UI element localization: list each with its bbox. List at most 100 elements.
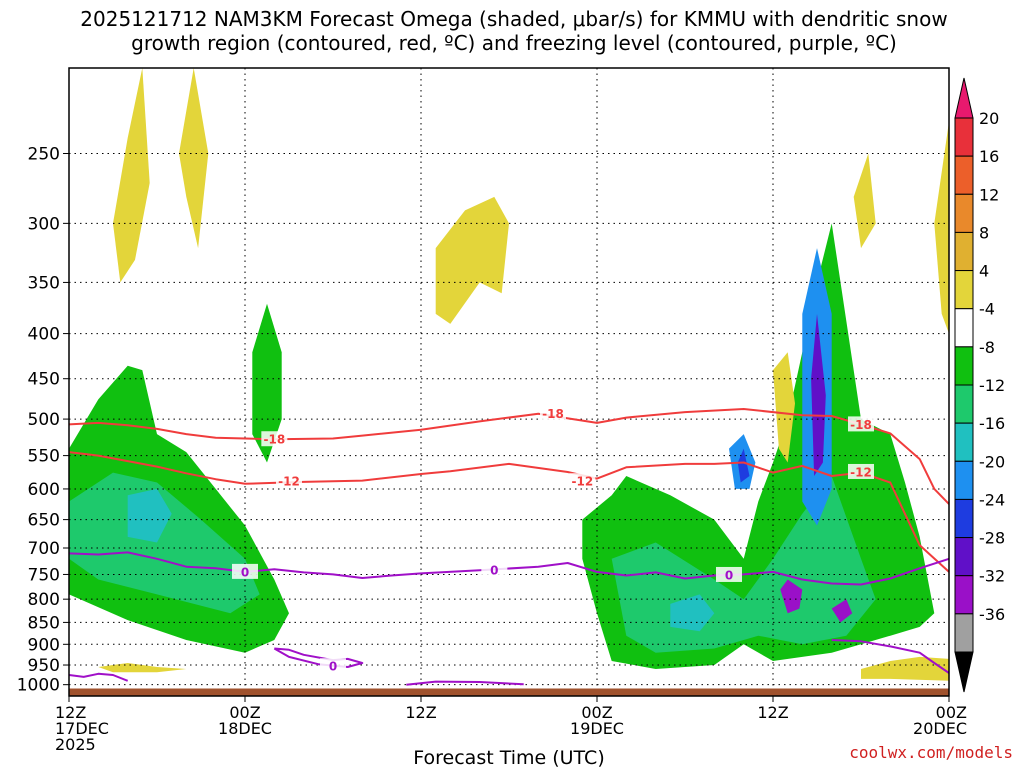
colorbar-band-14	[954, 613, 974, 653]
colorbar-label-13: -36	[979, 605, 1005, 624]
colorbar-band-13	[954, 575, 974, 615]
omega-region-18	[773, 352, 795, 463]
dgz-label-bg-1-2	[848, 463, 874, 479]
colorbar: 20 16 12 8 4 -4 -8 -12 -16 -20 -24 -28 -32 -36	[954, 77, 1005, 693]
dgz-label-bg-0-1	[540, 405, 566, 421]
colorbar-band-15	[954, 651, 974, 693]
credit-text: coolwx.com/models	[849, 743, 1013, 762]
omega-region-3	[252, 303, 282, 463]
colorbar-band-1	[954, 117, 974, 157]
colorbar-band-6	[954, 308, 974, 348]
x-tick-label-0-3: 2025	[55, 735, 96, 754]
dgz-contour-label-1-2: -12	[850, 465, 872, 479]
colorbar-band-12	[954, 537, 974, 577]
freezing-contour-3	[406, 680, 524, 686]
plot-frame	[68, 67, 950, 697]
y-tick-label-600: 600	[28, 480, 60, 500]
omega-region-2	[127, 488, 172, 543]
dgz-label-bg-0-0	[261, 431, 288, 447]
colorbar-label-4: 4	[979, 262, 989, 281]
y-tick-label-750: 750	[28, 565, 60, 585]
freezing-contour-0	[69, 551, 949, 586]
freezing-contour-2	[69, 672, 129, 682]
omega-region-12	[737, 448, 750, 483]
dgz-contour-label-1-1: -12	[571, 475, 593, 489]
freezing-contour-label-0-1: 0	[490, 563, 498, 577]
y-tick-label-500: 500	[28, 410, 60, 430]
x-tick-label-0-1: 12Z	[55, 703, 86, 722]
chart-title-line1: 2025121712 NAM3KM Forecast Omega (shaded…	[80, 7, 947, 31]
omega-region-1	[69, 472, 260, 614]
colorbar-label-3: 8	[979, 223, 989, 242]
y-tick-label-650: 650	[28, 511, 60, 531]
freezing-label-bg-0-2	[716, 566, 742, 582]
colorbar-band-8	[954, 384, 974, 424]
freezing-contour-4	[831, 639, 949, 674]
colorbar-band-3	[954, 193, 974, 233]
y-tick-label-550: 550	[28, 447, 60, 467]
plot-area: -18 -18 -18 -12 -12 -12 0 0 0 0	[69, 68, 949, 696]
y-axis-ticks: 2503003504004505005506006507007508008509…	[17, 144, 69, 696]
y-tick-label-800: 800	[28, 590, 60, 610]
omega-region-15	[435, 196, 509, 324]
y-tick-label-950: 950	[28, 656, 60, 676]
contour-layer: -18 -18 -18 -12 -12 -12 0 0 0 0	[69, 405, 949, 686]
y-tick-label-700: 700	[28, 539, 60, 559]
freezing-label-bg-0-1	[481, 561, 508, 577]
omega-region-9	[780, 579, 803, 614]
colorbar-label-0: 20	[979, 109, 999, 128]
y-tick-label-400: 400	[28, 325, 60, 345]
colorbar-label-9: -20	[979, 452, 1005, 471]
freezing-contour-label-0-2: 0	[725, 568, 733, 582]
omega-region-16	[853, 153, 876, 249]
x-tick-label-3-2: 19DEC	[570, 719, 624, 738]
colorbar-label-8: -16	[979, 414, 1005, 433]
dgz-contour-label-0-1: -18	[542, 407, 564, 421]
ground-surface	[69, 688, 949, 696]
freezing-label-bg-0-0	[232, 563, 258, 579]
x-tick-label-4-1: 12Z	[757, 703, 788, 722]
gridlines	[69, 68, 949, 696]
colorbar-band-4	[954, 231, 974, 272]
omega-region-20	[861, 656, 949, 681]
y-tick-label-250: 250	[28, 144, 60, 164]
x-tick-label-5-2: 20DEC	[913, 719, 967, 738]
y-tick-label-300: 300	[28, 214, 60, 234]
omega-region-10	[831, 599, 853, 623]
freezing-contour-label-1-0: 0	[329, 660, 337, 674]
x-axis-title: Forecast Time (UTC)	[413, 747, 604, 768]
colorbar-band-11	[954, 498, 974, 539]
y-tick-label-850: 850	[28, 613, 60, 633]
colorbar-label-6: -8	[979, 338, 995, 357]
x-tick-label-0-2: 17DEC	[55, 719, 109, 738]
dgz-contour-1	[69, 451, 949, 573]
dgz-contour-label-1-0: -12	[278, 475, 300, 489]
dgz-label-bg-0-2	[848, 416, 874, 432]
colorbar-label-1: 16	[979, 147, 999, 166]
omega-region-17	[934, 121, 949, 334]
dgz-contour-label-0-2: -18	[850, 418, 872, 432]
omega-region-19	[98, 663, 187, 673]
omega-region-8	[811, 313, 826, 476]
chart-title-line2: growth region (contoured, red, ºC) and f…	[131, 31, 897, 55]
colorbar-label-11: -28	[979, 529, 1005, 548]
x-tick-label-1-2: 18DEC	[218, 719, 272, 738]
colorbar-band-2	[954, 155, 974, 195]
dgz-label-bg-1-1	[569, 473, 596, 489]
colorbar-label-5: -4	[979, 300, 995, 319]
y-tick-label-350: 350	[28, 273, 60, 293]
colorbar-label-10: -24	[979, 490, 1005, 509]
colorbar-band-5	[954, 270, 974, 310]
x-tick-label-5-1: 00Z	[936, 703, 967, 722]
y-tick-label-900: 900	[28, 635, 60, 655]
y-tick-label-450: 450	[28, 370, 60, 390]
colorbar-label-12: -32	[979, 567, 1005, 586]
x-tick-label-1-1: 00Z	[229, 703, 260, 722]
dgz-label-bg-1-0	[276, 473, 302, 489]
colorbar-band-0	[954, 77, 974, 119]
colorbar-label-7: -12	[979, 376, 1005, 395]
y-tick-label-1000: 1000	[17, 676, 60, 696]
colorbar-label-2: 12	[979, 185, 999, 204]
